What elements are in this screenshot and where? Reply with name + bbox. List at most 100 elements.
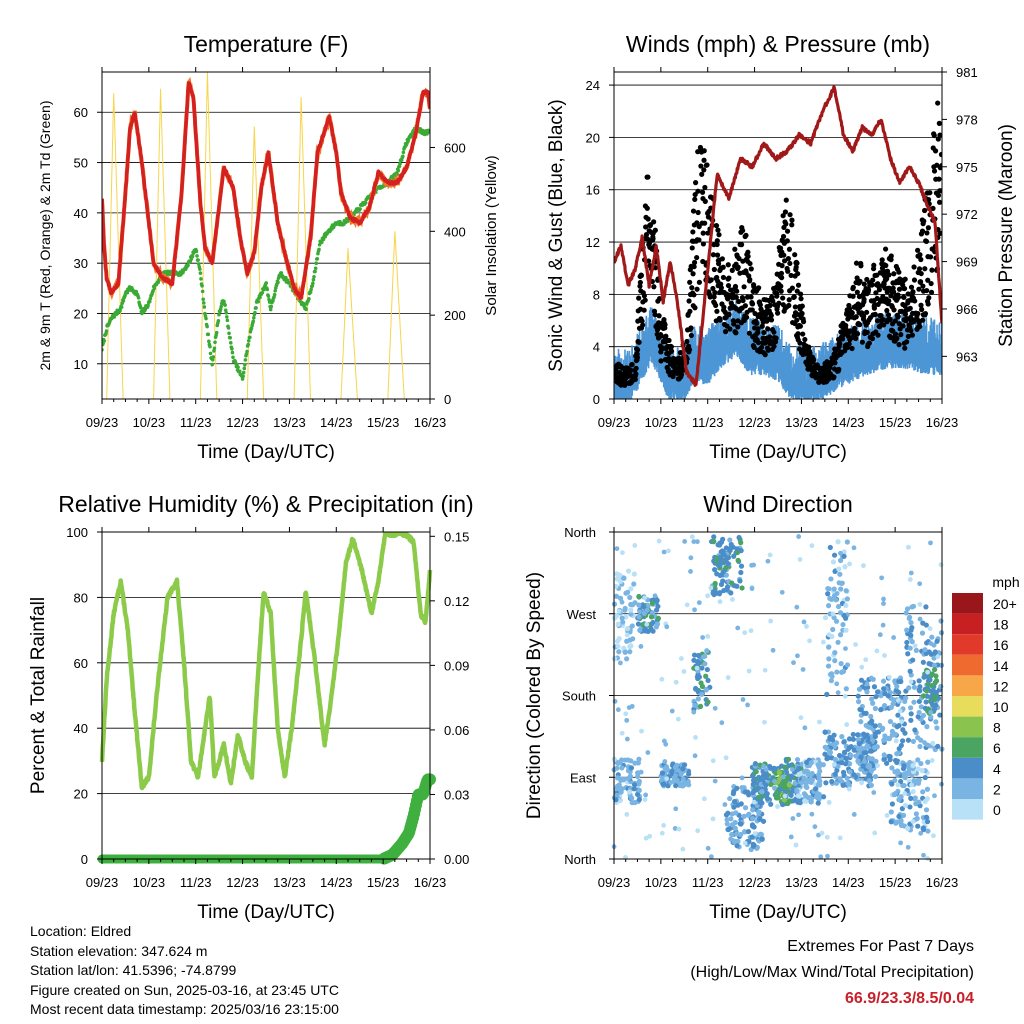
direction-point [750, 841, 756, 847]
direction-point [785, 756, 792, 762]
direction-point [878, 707, 884, 713]
gust-point [644, 205, 650, 211]
x-tick-label: 11/23 [180, 415, 212, 430]
gust-point [746, 330, 752, 336]
y-tick-label: 0 [81, 852, 88, 867]
gust-point [715, 227, 721, 233]
gust-point [919, 306, 925, 313]
dewpoint-point [125, 290, 130, 295]
gust-point [684, 338, 690, 345]
gust-point [909, 332, 915, 338]
direction-point [923, 604, 929, 610]
dewpoint-point [198, 271, 203, 275]
direction-point [768, 801, 774, 807]
y-tick-label: 50 [74, 156, 88, 171]
x-tick-label: 14/23 [832, 415, 865, 430]
gust-point [701, 157, 707, 163]
direction-point [620, 619, 626, 625]
dewpoint-point [104, 329, 109, 333]
direction-point [841, 549, 847, 555]
dewpoint-point [272, 292, 277, 297]
gust-point [633, 371, 639, 377]
gust-point [917, 252, 923, 258]
gust-point [690, 208, 697, 214]
direction-point [635, 621, 642, 627]
gust-point [720, 274, 727, 281]
dewpoint-point [196, 258, 200, 262]
direction-point [764, 791, 770, 797]
direction-point [693, 686, 699, 692]
gust-point [698, 163, 704, 169]
direction-point [879, 726, 885, 733]
direction-point [843, 755, 849, 761]
direction-point [636, 796, 642, 803]
direction-point [622, 649, 628, 655]
direction-point [760, 818, 767, 824]
gust-point [686, 347, 693, 353]
x-axis-label: Time (Day/UTC) [197, 442, 335, 463]
y2-tick-label: 966 [956, 302, 978, 317]
gust-point [628, 367, 634, 373]
direction-point [911, 699, 917, 705]
gust-point [759, 323, 765, 329]
direction-point [650, 619, 656, 626]
direction-point [858, 677, 865, 683]
direction-point [843, 627, 849, 633]
direction-point [782, 764, 788, 770]
y-axis-label: Sonic Wind & Gust (Blue, Black) [546, 99, 567, 371]
direction-point [741, 813, 747, 819]
direction-point [786, 782, 792, 788]
direction-point [649, 600, 656, 606]
gust-point [668, 348, 675, 354]
direction-point [727, 537, 733, 543]
gust-point [939, 188, 942, 194]
series-temperature-9m [102, 76, 430, 302]
gust-point [785, 256, 791, 262]
y-tick-label: 30 [74, 256, 88, 271]
gust-point [641, 293, 647, 299]
direction-point [840, 782, 846, 788]
gust-point [798, 296, 804, 302]
direction-point [783, 769, 789, 775]
gust-point [888, 253, 894, 259]
gridlines [102, 531, 430, 860]
direction-point [840, 580, 845, 586]
direction-point [757, 815, 763, 822]
gust-point [908, 284, 915, 290]
gust-point [732, 283, 739, 290]
direction-point [920, 712, 927, 719]
gust-point [832, 360, 838, 366]
gust-point [658, 333, 664, 339]
direction-point [889, 801, 896, 807]
gust-point [694, 254, 700, 261]
direction-point [711, 534, 717, 540]
gust-point [632, 376, 638, 382]
gust-point [935, 192, 942, 198]
direction-point [672, 764, 679, 771]
gust-point [689, 285, 695, 291]
dewpoint-point [217, 312, 221, 317]
direction-point [802, 798, 808, 804]
gust-point [704, 162, 710, 168]
direction-point [619, 765, 625, 771]
gust-point [881, 281, 887, 287]
direction-point [843, 588, 849, 594]
direction-point [863, 722, 869, 729]
direction-point [628, 765, 635, 771]
direction-point [919, 630, 926, 636]
direction-point [836, 566, 842, 572]
gust-point [756, 285, 762, 291]
gust-point [902, 345, 908, 351]
direction-point [625, 775, 631, 782]
gust-point [922, 310, 929, 317]
gust-point [895, 294, 902, 300]
gust-point [640, 322, 646, 328]
gust-point [759, 344, 765, 351]
direction-point [746, 839, 752, 845]
direction-point [627, 643, 633, 650]
chart-title: Winds (mph) & Pressure (mb) [626, 31, 930, 57]
direction-point [904, 627, 910, 633]
y-tick-label: 20 [74, 787, 88, 802]
direction-point [837, 776, 843, 782]
gust-point [846, 341, 852, 347]
